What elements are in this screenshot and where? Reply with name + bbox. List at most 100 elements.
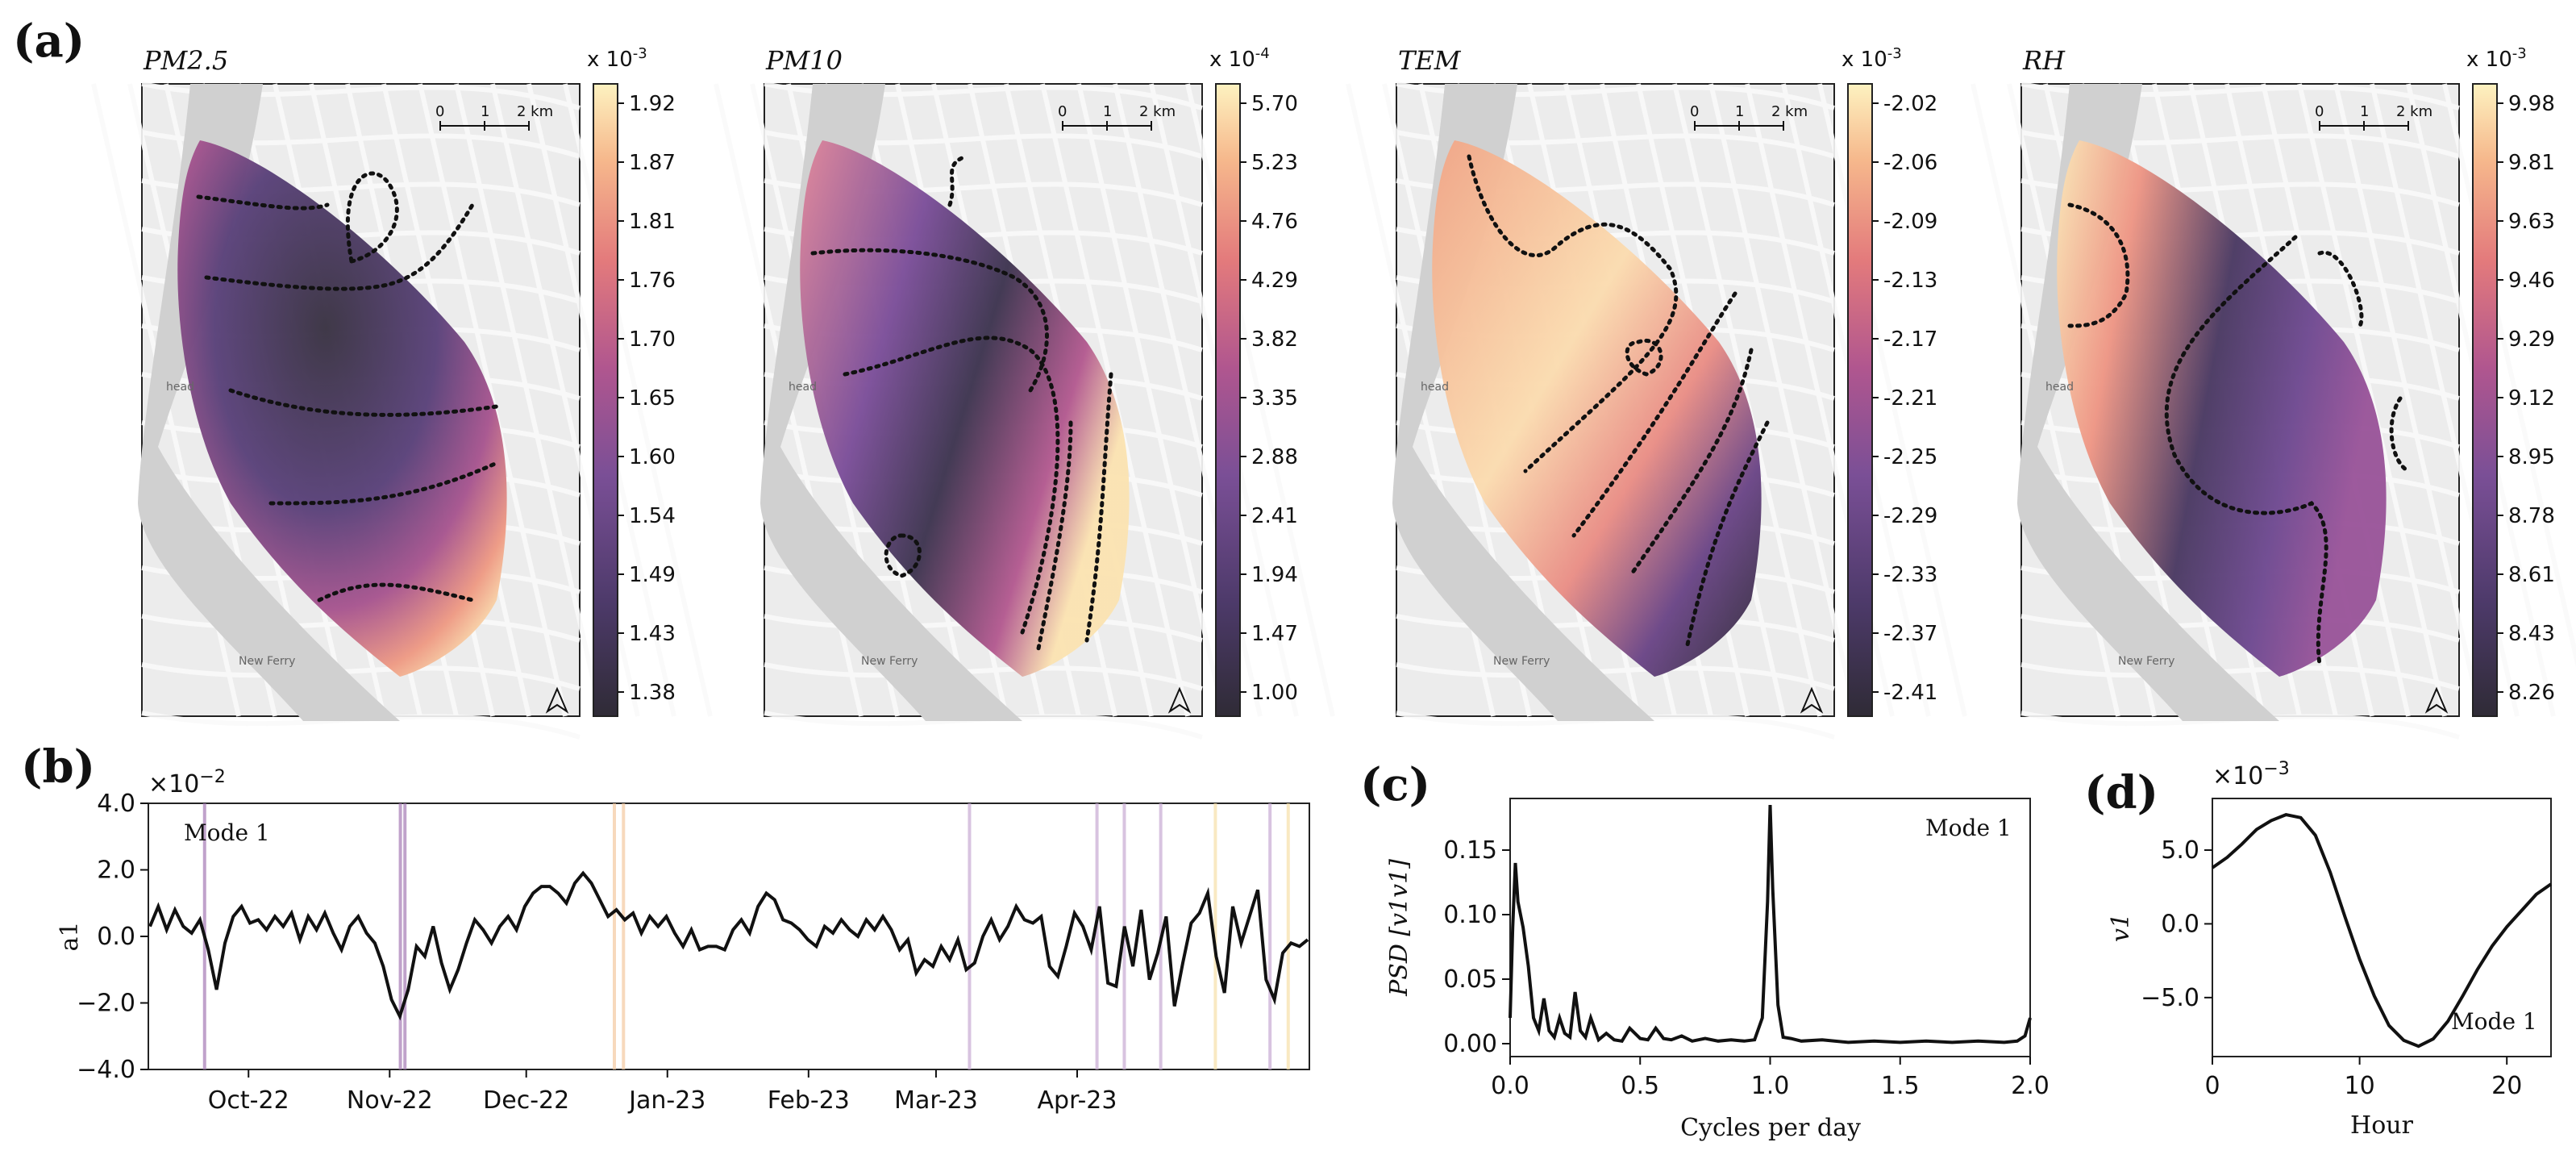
map-panel-1: head New Ferry 0 1 2 km PM2.5 x 10-3 1.92 1.87 1.…: [91, 45, 713, 740]
map-place-label: New Ferry: [239, 655, 295, 668]
colorbar-tick-label: -2.41: [1883, 681, 1937, 705]
colorbar-tick-label: 8.43: [2508, 622, 2555, 646]
colorbar-scale: [2472, 83, 2498, 717]
map-contour: [196, 194, 330, 211]
chart-b-event-band: [403, 803, 407, 1069]
map-street-line: [1708, 83, 1858, 717]
map-contour: [1036, 420, 1073, 651]
scale-label-0: 0: [2315, 103, 2324, 120]
chart-c-mode-label: Mode 1: [1925, 815, 2012, 841]
chart-c-ytick-label: 0.10: [1443, 901, 1497, 929]
map-field: [800, 140, 1130, 677]
map-contour: [843, 336, 1060, 635]
chart-b-ticks: 4.0 2.0 0.0 −2.0 −4.0 Oct-22 Nov-22 Dec-22 Jan-2…: [77, 790, 1117, 1115]
colorbar-tick-label: 1.76: [629, 269, 676, 293]
chart-c-xtick-label: 2.0: [2011, 1072, 2050, 1100]
chart-c-xtick-label: 0.5: [1621, 1072, 1659, 1100]
colorbar-tick-label: 8.26: [2508, 681, 2555, 705]
chart-c-ytick-label: 0.05: [1443, 965, 1497, 994]
colorbar-tick-label: -2.37: [1883, 622, 1937, 646]
map-contour: [228, 388, 499, 417]
colorbar-tick-label: 1.94: [1251, 563, 1298, 587]
colorbar-tick-label: 9.81: [2508, 151, 2555, 175]
chart-b-ytick-label: 2.0: [97, 857, 135, 885]
colorbar-tick-label: 1.38: [629, 681, 676, 705]
map-panel-2: head New Ferry 0 1 2 km PM10 x 10-4 5.70 5.23 4.7…: [714, 45, 1335, 740]
chart-d-diurnal: 5.0 0.0 −5.0 0 10 20 Mode 1 Hour v1 ×10−3: [2107, 759, 2553, 1140]
north-arrow-icon: [2424, 686, 2449, 714]
chart-d-ytick-label: 5.0: [2161, 836, 2199, 865]
chart-b-ytick-label: 4.0: [97, 790, 135, 818]
map-field: [177, 140, 507, 677]
chart-c-xlabel: Cycles per day: [1680, 1114, 1861, 1142]
chart-b-xtick-label: Jan-23: [627, 1086, 705, 1115]
map-place-label: head: [166, 381, 194, 394]
map-contour: [2164, 235, 2328, 667]
map-place-label: New Ferry: [861, 655, 918, 668]
map-colorbar: x 10-3 -2.02 -2.06 -2.09 -2.13 -2.17 -2.21 -2.2…: [1841, 45, 1937, 717]
map-contour: [2317, 250, 2364, 328]
colorbar-scale: [1847, 83, 1873, 717]
chart-c-ytick-label: 0.15: [1443, 836, 1497, 865]
colorbar-tick-label: 4.29: [1251, 269, 1298, 293]
map-place-label: New Ferry: [1493, 655, 1550, 668]
colorbar-tick-label: 3.82: [1251, 327, 1298, 352]
map-place-label: New Ferry: [2118, 655, 2174, 668]
chart-b-mode-label: Mode 1: [184, 819, 270, 846]
scale-label-0: 0: [1058, 103, 1067, 120]
map-contour: [1084, 372, 1113, 643]
chart-b-event-band: [1095, 803, 1099, 1069]
chart-b-series-line: [148, 870, 1309, 1021]
chart-b-timeseries: 4.0 2.0 0.0 −2.0 −4.0 Oct-22 Nov-22 Dec-22 Jan-2…: [56, 767, 1310, 1115]
scale-label-0: 0: [435, 103, 444, 120]
map-scale-bar: 0 1 2 km: [1058, 103, 1176, 131]
colorbar-tick-label: 1.87: [629, 151, 676, 175]
colorbar-tick-label: 9.46: [2508, 269, 2555, 293]
map-panels: head New Ferry 0 1 2 km PM2.5 x 10-3 1.92 1.87 1.…: [91, 45, 2576, 740]
map-panel-4: head New Ferry 0 1 2 km RH x 10-3 9.98 9.81 9.63 9…: [1970, 45, 2576, 740]
colorbar-tick-label: 2.41: [1251, 504, 1298, 528]
map-street-line: [141, 662, 581, 691]
colorbar-tick-label: 9.12: [2508, 386, 2555, 411]
chart-d-series-line: [2211, 813, 2553, 1049]
chart-b-xtick-label: Oct-22: [208, 1086, 289, 1115]
map-scale-bar: 0 1 2 km: [435, 103, 553, 131]
colorbar-tick-label: -2.06: [1883, 151, 1937, 175]
chart-d-ticks: 5.0 0.0 −5.0 0 10 20: [2141, 836, 2522, 1100]
chart-b-event-band: [622, 803, 626, 1069]
colorbar-tick-label: -2.25: [1883, 445, 1937, 469]
colorbar-exponent: x 10-3: [587, 45, 647, 72]
map-field: [1432, 140, 1762, 677]
chart-b-ytick-label: −2.0: [77, 990, 135, 1018]
chart-b-multiplier: ×10−2: [148, 767, 226, 798]
colorbar-tick-label: 1.49: [629, 563, 676, 587]
map-contour: [2389, 396, 2411, 473]
colorbar-tick-label: 3.35: [1251, 386, 1298, 411]
map-contour: [1684, 420, 1770, 651]
north-arrow-icon: [545, 686, 569, 714]
colorbar-scale: [1215, 83, 1241, 717]
chart-c-xtick-label: 1.0: [1751, 1072, 1790, 1100]
panel-letter-a: (a): [13, 15, 85, 68]
map-place-label: head: [2045, 381, 2074, 394]
map-contour: [317, 582, 475, 602]
chart-c-ticks: 0.15 0.10 0.05 0.00 0.0 0.5 1.0 1.5 2.0: [1443, 836, 2050, 1100]
chart-d-xlabel: Hour: [2350, 1111, 2414, 1140]
chart-c-ytick-label: 0.00: [1443, 1030, 1497, 1058]
scale-label-1: 1: [1103, 103, 1112, 120]
chart-d-ytick-label: 0.0: [2161, 910, 2199, 938]
chart-d-xtick-label: 0: [2204, 1072, 2220, 1100]
map-street-line: [2020, 662, 2460, 691]
chart-d-xtick-label: 10: [2345, 1072, 2375, 1100]
map-contour: [1628, 348, 1754, 578]
map-colorbar: x 10-3 1.92 1.87 1.81 1.76 1.70 1.65 1.60 1.54 1.…: [587, 45, 676, 717]
chart-b-event-band: [613, 803, 616, 1069]
colorbar-tick-label: 1.54: [629, 504, 676, 528]
colorbar-tick-label: 8.95: [2508, 445, 2555, 469]
scale-label-2: 2 km: [2396, 103, 2432, 120]
north-arrow-icon: [1800, 686, 1824, 714]
map-street-line: [1076, 83, 1226, 717]
map-street-line: [2442, 83, 2576, 668]
chart-b-event-band: [398, 803, 402, 1069]
